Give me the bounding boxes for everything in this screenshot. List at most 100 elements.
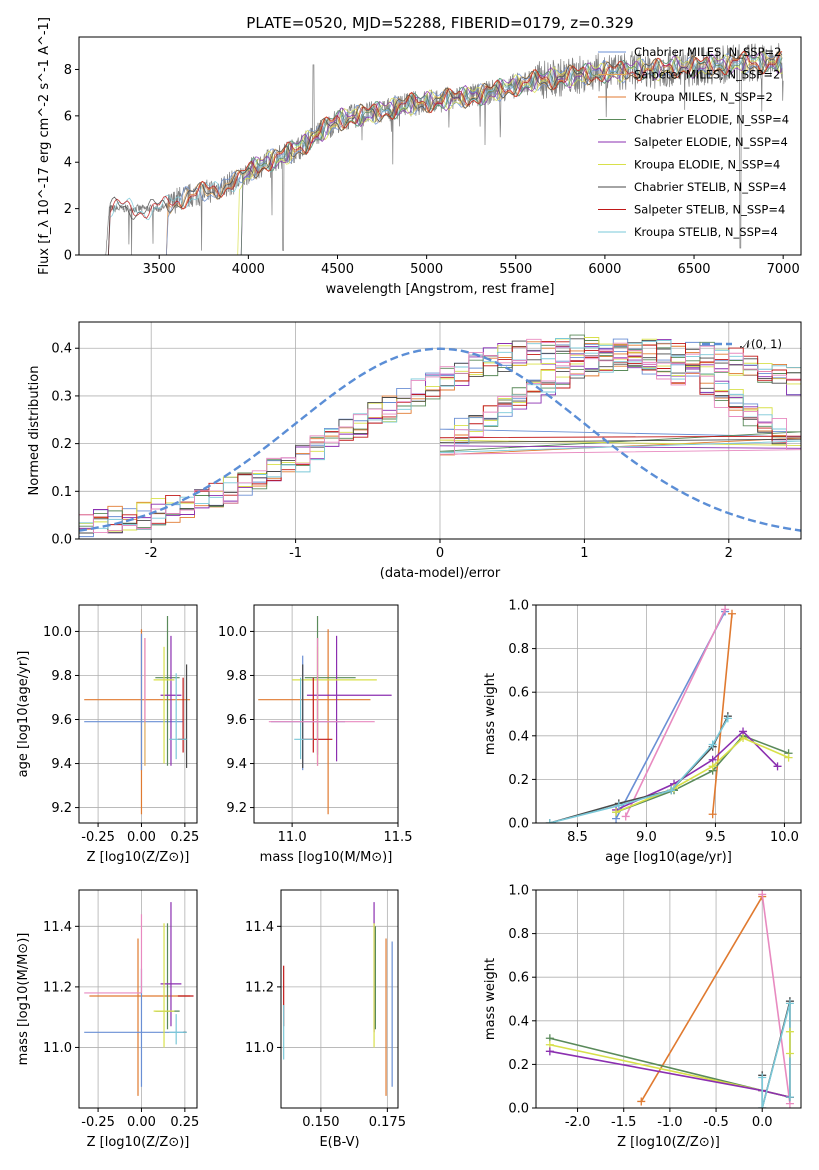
y-tick-label: 11.4 bbox=[43, 920, 72, 935]
figure-title: PLATE=0520, MJD=52288, FIBERID=0179, z=0… bbox=[246, 14, 633, 32]
plot-area-age-vs-mass bbox=[254, 605, 398, 823]
mass-weight-line bbox=[549, 715, 729, 823]
y-tick-label: 0.2 bbox=[51, 437, 72, 452]
y-tick-label: 1.0 bbox=[508, 884, 529, 899]
residual-histogram bbox=[79, 340, 801, 530]
x-tick-label: -0.25 bbox=[81, 1115, 115, 1130]
mass-weight-line bbox=[624, 609, 726, 817]
legend-label: Chabrier MILES, N_SSP=2 bbox=[634, 45, 781, 59]
model-fit-line bbox=[240, 51, 783, 255]
data-point-marker bbox=[612, 808, 621, 817]
model-fit-line bbox=[108, 50, 783, 255]
panel-mass-vs-EBV: 0.150 0.175 11.0 11.2 11.4 E(B-V) bbox=[245, 889, 406, 1150]
residual-histogram bbox=[79, 338, 801, 530]
x-axis-label: (data-model)/error bbox=[380, 566, 501, 581]
y-tick-label: 0.4 bbox=[508, 1014, 529, 1029]
data-point-marker bbox=[785, 1027, 794, 1036]
y-tick-label: 0.6 bbox=[508, 971, 529, 986]
y-tick-label: 11.0 bbox=[43, 1041, 72, 1056]
y-tick-label: 9.4 bbox=[226, 757, 247, 772]
x-tick-label: -2.0 bbox=[565, 1115, 590, 1130]
legend: Chabrier MILES, N_SSP=2 Salpeter MILES, N… bbox=[598, 45, 789, 239]
data-point-marker bbox=[708, 762, 717, 771]
legend-label: Salpeter MILES, N_SSP=2 bbox=[634, 68, 780, 82]
y-tick-label: 0.4 bbox=[508, 729, 529, 744]
x-tick-label: 11.0 bbox=[278, 830, 307, 845]
y-tick-label: 0.0 bbox=[508, 1102, 529, 1117]
x-axis-label: wavelength [Angstrom, rest frame] bbox=[326, 282, 555, 297]
x-tick-label: -1.5 bbox=[611, 1115, 636, 1130]
panel-age-vs-mass: 11.0 11.5 9.2 9.4 9.6 9.8 10.0 mass [log10(M/M⊙… bbox=[218, 604, 413, 865]
data-point-marker bbox=[545, 1047, 554, 1056]
x-tick-label: 5000 bbox=[410, 262, 443, 277]
y-tick-label: 9.6 bbox=[51, 713, 72, 728]
residual-histogram bbox=[79, 341, 801, 530]
data-point-marker bbox=[758, 1073, 767, 1082]
y-tick-label: 0.2 bbox=[508, 773, 529, 788]
x-tick-label: 5500 bbox=[499, 262, 532, 277]
x-axis-label: Z [log10(Z/Z⊙)] bbox=[87, 1135, 190, 1150]
x-tick-label: 0.00 bbox=[127, 830, 156, 845]
panel-mass-weight-vs-Z: -2.0 -1.5 -1.0 -0.5 0.0 0.0 0.2 0.4 0.6 0.8 1.0 Z [… bbox=[483, 884, 802, 1150]
legend-label: Chabrier STELIB, N_SSP=4 bbox=[634, 180, 786, 194]
x-tick-label: 0.25 bbox=[170, 1115, 199, 1130]
legend-label: 𝒩(0, 1) bbox=[740, 337, 782, 351]
panel-histogram: 𝒩(0, 1) -2 -1 0 1 2 0.0 0.1 0.2 0.3 0.4 (data-model… bbox=[27, 321, 802, 581]
y-tick-label: 0.4 bbox=[51, 342, 72, 357]
y-tick-label: 8 bbox=[64, 63, 72, 78]
panel-spectrum: Chabrier MILES, N_SSP=2 Salpeter MILES, N… bbox=[37, 17, 802, 297]
y-tick-label: 11.2 bbox=[43, 980, 72, 995]
data-point-marker bbox=[637, 1097, 646, 1106]
y-axis-label: Flux [f_λ 10^-17 erg cm^-2 s^-1 A^-1] bbox=[37, 17, 52, 275]
y-axis-label: Normed distribution bbox=[27, 366, 42, 496]
x-tick-label: 0.150 bbox=[302, 1115, 339, 1130]
x-axis-label: Z [log10(Z/Z⊙)] bbox=[617, 1135, 720, 1150]
x-tick-label: -1 bbox=[289, 546, 302, 561]
panel-mass-weight-vs-age: 8.5 9.0 9.5 10.0 0.0 0.2 0.4 0.6 0.8 1.0 age [log1… bbox=[483, 599, 802, 865]
model-fit-line bbox=[166, 52, 783, 255]
x-tick-label: -2 bbox=[145, 546, 158, 561]
x-tick-label: 9.5 bbox=[705, 830, 726, 845]
legend-label: Kroupa ELODIE, N_SSP=4 bbox=[634, 158, 780, 172]
y-tick-label: 1.0 bbox=[508, 599, 529, 614]
x-axis-label: age [log10(age/yr)] bbox=[605, 850, 732, 865]
data-point-marker bbox=[667, 786, 676, 795]
data-point-marker bbox=[739, 733, 748, 742]
data-point-marker bbox=[708, 810, 717, 819]
data-point-marker bbox=[785, 999, 794, 1008]
mass-weight-line bbox=[761, 894, 791, 1104]
axes-frame bbox=[253, 604, 399, 824]
plot-area-mass-vs-Z bbox=[79, 890, 197, 1108]
data-point-marker bbox=[614, 801, 623, 810]
y-tick-label: 0.8 bbox=[508, 927, 529, 942]
x-tick-label: 0.175 bbox=[369, 1115, 406, 1130]
plot-area-histogram bbox=[79, 322, 801, 539]
mass-weight-line bbox=[549, 717, 729, 823]
x-tick-label: 11.5 bbox=[384, 830, 413, 845]
y-axis-label: mass weight bbox=[483, 958, 498, 1040]
model-fit-line bbox=[240, 52, 783, 255]
y-tick-label: 0.2 bbox=[508, 1058, 529, 1073]
y-tick-label: 0.6 bbox=[508, 686, 529, 701]
y-axis-label: mass weight bbox=[483, 673, 498, 755]
x-tick-label: 2 bbox=[725, 546, 733, 561]
panel-mass-vs-Z: -0.25 0.00 0.25 11.0 11.2 11.4 Z [log10(Z/Z⊙)]… bbox=[16, 889, 199, 1150]
data-point-marker bbox=[721, 605, 730, 614]
data-point-marker bbox=[545, 819, 554, 823]
model-fit-line bbox=[237, 50, 783, 255]
axes-frame bbox=[78, 604, 198, 824]
legend-label: Kroupa MILES, N_SSP=2 bbox=[634, 90, 773, 104]
x-axis-label: mass [log10(M/M⊙)] bbox=[260, 850, 393, 865]
data-point-marker bbox=[758, 890, 767, 899]
plot-area-spectrum bbox=[105, 43, 784, 255]
x-tick-label: 8.5 bbox=[567, 830, 588, 845]
normal-distribution-curve bbox=[79, 347, 801, 532]
y-tick-label: 10.0 bbox=[43, 625, 72, 640]
x-tick-label: 4000 bbox=[232, 262, 265, 277]
x-tick-label: -1.0 bbox=[657, 1115, 682, 1130]
y-tick-label: 0.1 bbox=[51, 485, 72, 500]
y-tick-label: 11.0 bbox=[245, 1041, 274, 1056]
axes-frame bbox=[535, 604, 802, 824]
y-tick-label: 9.2 bbox=[226, 801, 247, 816]
